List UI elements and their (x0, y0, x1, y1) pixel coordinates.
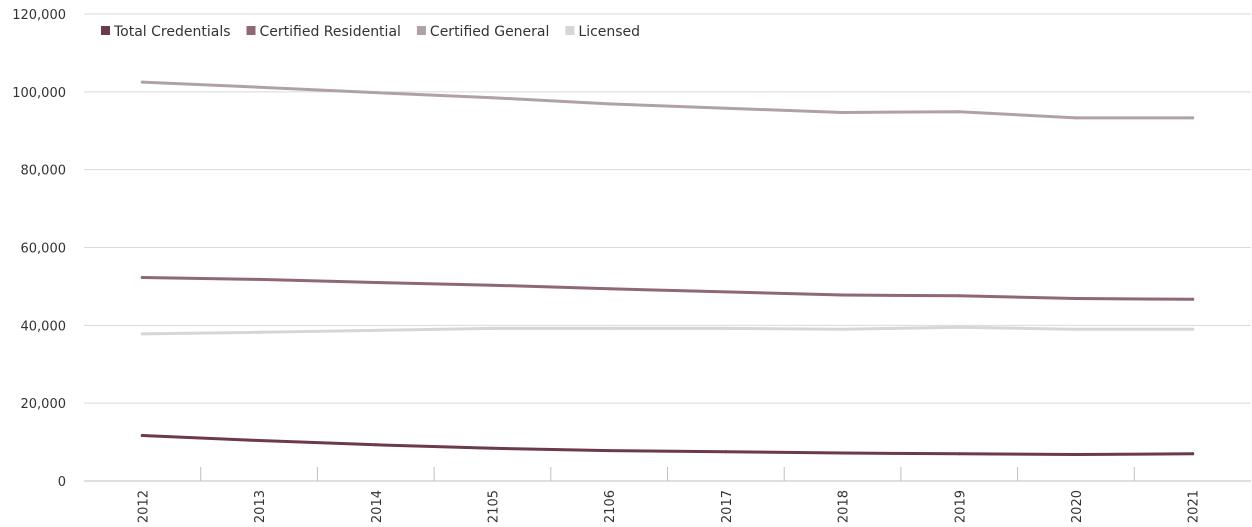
x-tick-label: 2021 (1187, 490, 1202, 523)
data-point (724, 326, 728, 330)
data-point (257, 439, 261, 442)
series-line (140, 80, 1195, 120)
data-point (140, 332, 144, 336)
data-point (1191, 327, 1195, 331)
data-point (1074, 327, 1078, 331)
data-point (607, 326, 611, 330)
data-point (257, 277, 261, 281)
data-point (140, 80, 144, 84)
data-point (140, 434, 144, 437)
data-point (957, 294, 961, 298)
data-point (374, 443, 378, 447)
data-point (1074, 297, 1078, 300)
data-point (841, 111, 845, 114)
legend-swatch (246, 26, 256, 35)
data-point (1191, 116, 1195, 120)
data-point (1191, 297, 1195, 301)
y-tick-label: 40,000 (21, 319, 67, 334)
y-tick-label: 0 (58, 475, 66, 490)
x-tick-label: 2018 (837, 490, 852, 523)
legend-label: Licensed (578, 24, 640, 40)
data-point (841, 327, 845, 331)
x-tick-label: 2020 (1070, 490, 1085, 523)
data-point (257, 85, 261, 89)
data-point (1074, 116, 1078, 120)
legend-label: Certified Residential (260, 24, 401, 40)
series-line (140, 325, 1195, 336)
data-point (1074, 453, 1078, 456)
data-point (257, 330, 261, 334)
data-point (607, 449, 611, 453)
x-tick-label: 2106 (603, 490, 618, 523)
x-tick-label: 2017 (720, 490, 735, 523)
legend-label: Total Credentials (113, 24, 231, 40)
data-point (490, 446, 494, 450)
gridlines (84, 13, 1251, 404)
data-point (140, 276, 144, 279)
series-line (140, 434, 1195, 456)
data-point (607, 102, 611, 106)
data-point (957, 110, 961, 114)
x-tick-label: 2105 (486, 490, 501, 523)
y-tick-label: 100,000 (12, 86, 66, 101)
x-axis: 2012 2013 2014 2105 2106 2017 2018 2019 2020 2021 (84, 467, 1251, 523)
legend: Total Credentials Certified Residential Ce… (101, 24, 640, 40)
x-tick-label: 2019 (953, 490, 968, 523)
x-tick-label: 2013 (253, 490, 268, 523)
data-point (374, 328, 378, 332)
data-point (724, 290, 728, 294)
data-point (374, 281, 378, 284)
data-point (957, 452, 961, 456)
legend-swatch (416, 26, 426, 35)
y-tick-label: 120,000 (12, 8, 66, 23)
data-point (490, 96, 494, 100)
y-tick-label: 60,000 (21, 242, 67, 257)
series-line (140, 276, 1195, 301)
data-point (607, 287, 611, 291)
x-tick-label: 2012 (136, 490, 151, 523)
data-point (841, 293, 845, 297)
x-tick-label: 2014 (370, 490, 385, 523)
y-tick-label: 20,000 (21, 397, 67, 412)
data-point (841, 451, 845, 455)
y-tick-label: 80,000 (21, 164, 67, 179)
legend-label: Certified General (430, 24, 549, 40)
legend-swatch (565, 26, 575, 35)
data-point (957, 325, 961, 329)
data-point (374, 91, 378, 95)
y-axis-labels: 0 20,000 40,000 60,000 80,000 100,000 120,000 (12, 8, 66, 490)
data-point (724, 450, 728, 454)
series-lines (140, 80, 1195, 456)
data-point (724, 106, 728, 110)
data-point (490, 283, 494, 287)
data-point (1191, 452, 1195, 456)
data-point (490, 326, 494, 330)
legend-swatch (101, 26, 110, 35)
